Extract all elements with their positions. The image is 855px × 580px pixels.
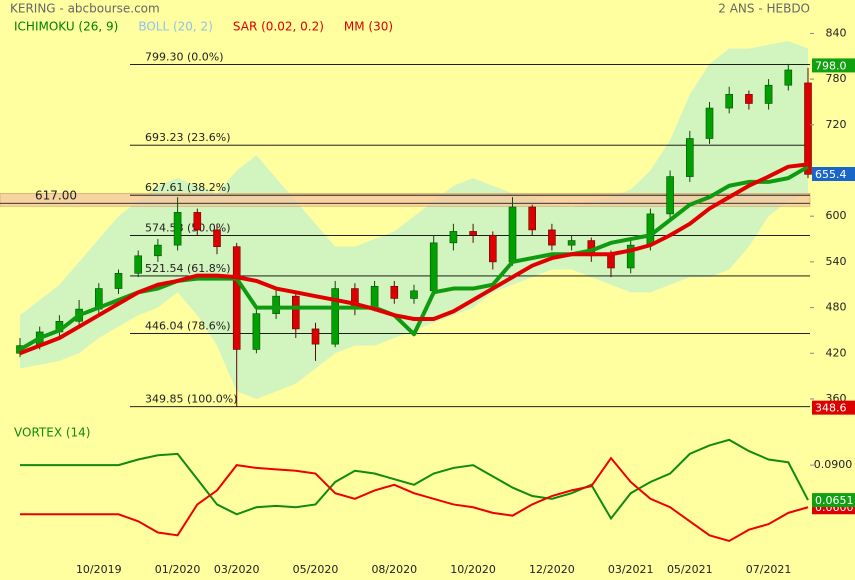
candle-body — [410, 290, 418, 299]
candle-body — [784, 69, 793, 86]
legend-entry: MM (30) — [344, 20, 393, 34]
fibonacci-label: 521.54 (61.8%) — [145, 262, 231, 275]
y-tick-label: 0.0900 — [814, 458, 853, 471]
y-tick-label: 420 — [826, 346, 847, 359]
fibonacci-label: 349.85 (100.0%) — [145, 393, 238, 406]
y-tick-label: 540 — [826, 255, 847, 268]
x-tick-label: 03/2020 — [214, 563, 260, 576]
candle-body — [213, 229, 221, 247]
candle-body — [685, 138, 694, 177]
y-tick-label: 480 — [826, 301, 847, 314]
x-tick-label: 05/2021 — [667, 563, 713, 576]
candle-body — [508, 206, 517, 263]
chart-subtitle: 2 ANS - HEBDO — [718, 2, 810, 16]
support-label: 617.00 — [35, 189, 77, 203]
candle-body — [429, 242, 438, 292]
price-label-box — [812, 167, 855, 182]
candle-body — [134, 255, 142, 274]
legend-entry: SAR (0.02, 0.2) — [233, 20, 324, 34]
candle-body — [488, 234, 497, 263]
price-label-box — [812, 58, 855, 73]
candle-body — [173, 212, 182, 246]
candle-body — [469, 231, 477, 236]
fibonacci-label: 799.30 (0.0%) — [145, 50, 224, 63]
vortex-title: VORTEX (14) — [14, 426, 91, 440]
y-tick-label: 840 — [826, 26, 847, 39]
vortex-line — [20, 456, 809, 543]
candle-body — [291, 295, 300, 330]
candle-body — [449, 231, 458, 244]
x-tick-label: 07/2021 — [746, 563, 792, 576]
value-label: 0.0651 — [815, 494, 854, 507]
candle-body — [272, 295, 280, 314]
candle-body — [390, 285, 399, 299]
fibonacci-label: 574.58 (50.0%) — [145, 222, 231, 235]
price-label: 348.6 — [815, 402, 847, 415]
candle-body — [607, 255, 615, 269]
candle-body — [626, 244, 635, 269]
candle-body — [114, 273, 123, 289]
ichimoku-line — [18, 164, 810, 352]
x-tick-label: 10/2019 — [76, 563, 122, 576]
x-tick-label: 10/2020 — [450, 563, 496, 576]
x-tick-label: 12/2020 — [529, 563, 575, 576]
y-tick-label: 600 — [826, 209, 847, 222]
x-tick-label: 08/2020 — [371, 563, 417, 576]
price-label: 655.4 — [815, 168, 847, 181]
x-tick-label: 03/2021 — [608, 563, 654, 576]
legend-entry: ICHIMOKU (26, 9) — [14, 20, 118, 34]
candle-body — [370, 285, 379, 308]
candle-body — [548, 229, 556, 246]
x-tick-label: 05/2020 — [293, 563, 339, 576]
price-label-box — [812, 400, 855, 415]
candle-body — [193, 212, 202, 231]
candle-body — [154, 244, 162, 257]
mm-line — [19, 162, 809, 356]
y-tick-label: 720 — [826, 118, 847, 131]
chart-title: KERING - abcbourse.com — [10, 2, 160, 16]
candle-body — [646, 213, 655, 246]
legend-entry: BOLL (20, 2) — [138, 20, 213, 34]
price-label: 798.0 — [815, 59, 847, 72]
candle-body — [804, 82, 812, 175]
bollinger-band — [20, 41, 808, 399]
y-tick-label: 780 — [826, 72, 847, 85]
candle-body — [764, 84, 773, 104]
fibonacci-label: 446.04 (78.6%) — [145, 319, 231, 332]
value-label-box — [812, 493, 855, 508]
x-tick-label: 01/2020 — [155, 563, 201, 576]
vortex-line — [20, 438, 809, 521]
candle-body — [528, 206, 537, 231]
candle-body — [567, 240, 576, 246]
candle-body — [725, 94, 734, 109]
candle-body — [666, 176, 674, 215]
candle-body — [232, 246, 241, 350]
candle-body — [331, 288, 340, 345]
fibonacci-label: 693.23 (23.6%) — [145, 131, 231, 144]
candle-body — [311, 328, 320, 345]
fibonacci-label: 627.61 (38.2%) — [145, 181, 231, 194]
candle-body — [745, 94, 753, 104]
candle-body — [705, 107, 714, 139]
candle-body — [252, 313, 261, 350]
